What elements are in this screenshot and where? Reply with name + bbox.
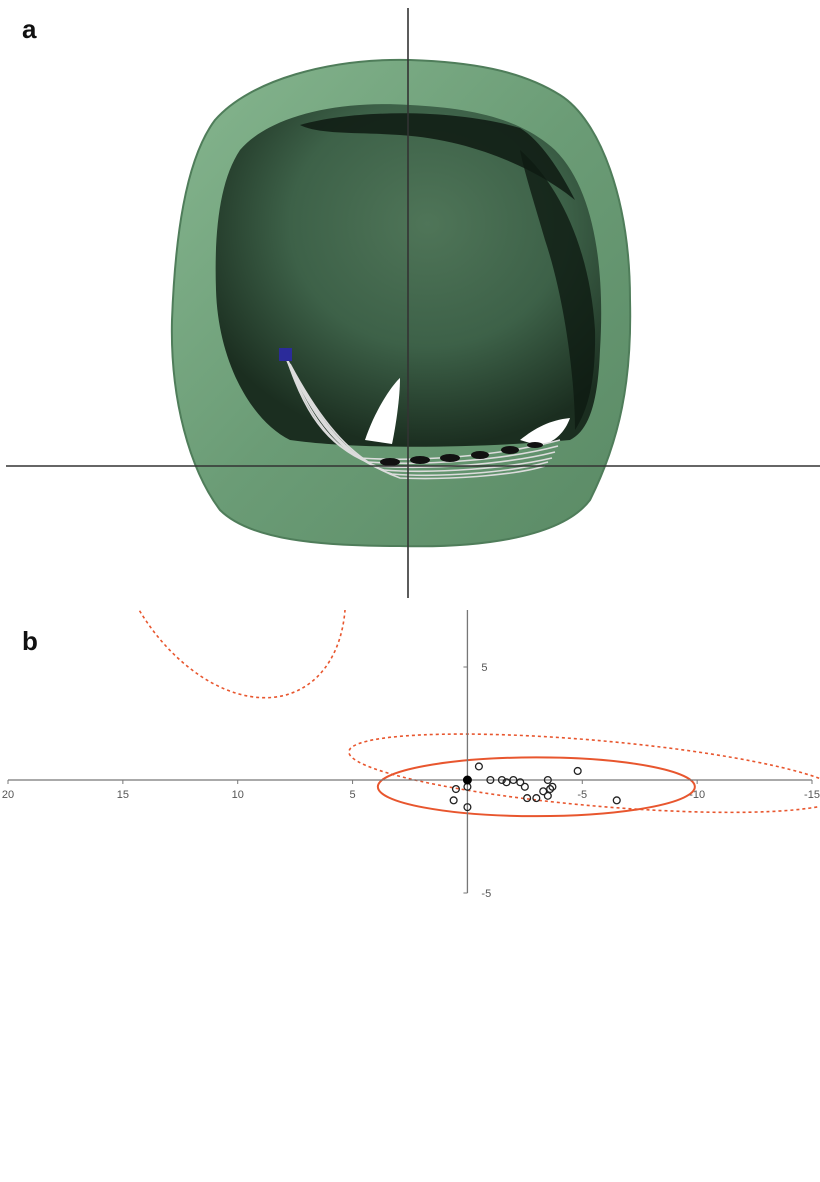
circle-point	[497, 775, 506, 785]
circle-point	[509, 775, 518, 785]
circle-point	[573, 766, 582, 776]
circle-point	[543, 775, 552, 785]
ellipse-dashed	[348, 733, 820, 814]
cavity-notch	[365, 378, 400, 444]
x-tick-label: 20	[2, 789, 14, 801]
seed-marker	[279, 348, 292, 361]
fiber-endpoints	[380, 442, 543, 466]
filled-circle-point	[462, 775, 472, 785]
y-tick-label: 5	[481, 662, 487, 674]
circle-point	[486, 775, 495, 785]
cavity-shadow-top	[300, 113, 575, 200]
ellipse-solid	[41, 610, 329, 629]
circle-point	[516, 778, 525, 787]
circle-point	[543, 791, 552, 800]
point-layer	[449, 762, 621, 812]
circle-point	[451, 784, 460, 794]
x-tick-label: 10	[232, 789, 244, 801]
x-tick-label: 15	[117, 789, 129, 801]
panel-a-label: a	[22, 14, 37, 44]
cavity-shadow-right	[520, 150, 596, 430]
circle-point	[502, 778, 511, 787]
circle-point	[474, 762, 483, 771]
circle-point	[612, 796, 621, 805]
ellipse-solid	[376, 756, 696, 818]
x-tick-label: -5	[577, 789, 587, 801]
circle-point	[548, 782, 557, 791]
panel-b-label: b	[22, 626, 38, 656]
ellipse-layer	[41, 610, 820, 818]
circle-point	[523, 794, 532, 803]
circle-point	[532, 794, 541, 803]
circle-point	[546, 784, 555, 794]
circle-point	[449, 796, 458, 805]
x-tick-label: -10	[689, 789, 705, 801]
x-tick-label: 5	[350, 789, 356, 801]
circle-point	[520, 782, 529, 791]
x-tick-label: -15	[804, 789, 820, 801]
circle-point	[463, 803, 472, 812]
panel-a-render	[6, 8, 820, 598]
circle-point	[539, 787, 548, 796]
cavity-notch-right	[520, 418, 570, 446]
ellipse-dashed	[106, 610, 347, 699]
y-tick-label: -5	[481, 888, 491, 900]
